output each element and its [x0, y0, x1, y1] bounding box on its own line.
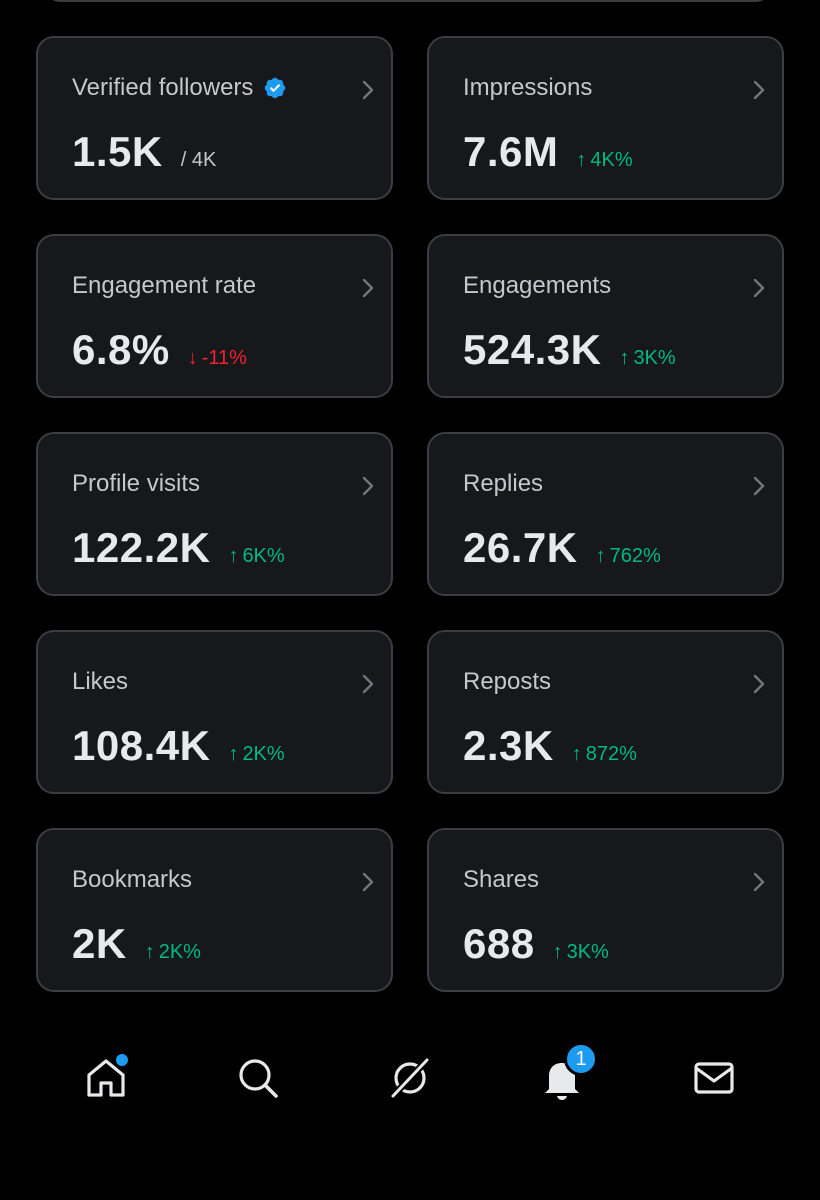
- home-icon: [87, 1059, 125, 1097]
- mail-icon: [694, 1062, 734, 1094]
- card-label: Likes: [72, 668, 129, 695]
- delta-value: 872%: [585, 743, 637, 765]
- arrow-down-icon: ↓: [187, 347, 198, 369]
- delta-badge: ↑ 6K%: [228, 545, 284, 568]
- delta-badge: ↑ 3K%: [619, 347, 675, 370]
- card-label: Engagement rate: [72, 272, 257, 299]
- card-label: Reposts: [463, 668, 552, 695]
- card-value: 2.3K: [463, 722, 554, 769]
- arrow-up-icon: ↑: [144, 941, 155, 963]
- notification-count-badge: 1: [564, 1042, 598, 1076]
- chevron-right-icon: [753, 278, 765, 298]
- chevron-right-icon: [753, 80, 765, 100]
- delta-badge: ↓ -11%: [188, 347, 247, 370]
- card-value: 7.6M: [463, 128, 559, 175]
- analytics-grid: Verified followers 1.5K / 4K Impressions…: [36, 36, 784, 992]
- chevron-right-icon: [362, 872, 374, 892]
- nav-notifications[interactable]: 1: [532, 1042, 598, 1108]
- card-label: Engagements: [463, 272, 612, 299]
- nav-grok[interactable]: [380, 1048, 440, 1108]
- card-likes[interactable]: Likes 108.4K ↑ 2K%: [36, 630, 393, 794]
- arrow-up-icon: ↑: [619, 347, 630, 369]
- chevron-right-icon: [753, 476, 765, 496]
- card-label: Shares: [463, 866, 540, 893]
- card-replies[interactable]: Replies 26.7K ↑ 762%: [427, 432, 784, 596]
- card-profile-visits[interactable]: Profile visits 122.2K ↑ 6K%: [36, 432, 393, 596]
- delta-value: 3K%: [566, 941, 609, 963]
- card-label: Profile visits: [72, 470, 201, 497]
- chevron-right-icon: [362, 674, 374, 694]
- delta-value: -11%: [201, 347, 247, 369]
- chevron-right-icon: [753, 674, 765, 694]
- delta-value: 4K%: [590, 149, 633, 171]
- card-value: 2K: [72, 920, 127, 967]
- verified-badge-icon: [265, 77, 286, 99]
- card-label: Bookmarks: [72, 866, 193, 893]
- nav-home[interactable]: [76, 1048, 136, 1108]
- card-shares[interactable]: Shares 688 ↑ 3K%: [427, 828, 784, 992]
- card-value: 688: [463, 920, 535, 967]
- card-bookmarks[interactable]: Bookmarks 2K ↑ 2K%: [36, 828, 393, 992]
- delta-badge: ↑ 762%: [596, 545, 661, 568]
- arrow-up-icon: ↑: [228, 743, 239, 765]
- delta-value: 2K%: [242, 743, 285, 765]
- chevron-right-icon: [362, 80, 374, 100]
- card-verified-followers[interactable]: Verified followers 1.5K / 4K: [36, 36, 393, 200]
- arrow-up-icon: ↑: [595, 545, 606, 567]
- card-value: 122.2K: [72, 524, 211, 571]
- delta-badge: ↑ 4K%: [576, 149, 632, 172]
- chevron-right-icon: [362, 278, 374, 298]
- nav-messages[interactable]: [684, 1048, 744, 1108]
- card-total: / 4K: [180, 149, 217, 171]
- arrow-up-icon: ↑: [571, 743, 582, 765]
- card-reposts[interactable]: Reposts 2.3K ↑ 872%: [427, 630, 784, 794]
- new-content-dot: [116, 1054, 128, 1066]
- arrow-up-icon: ↑: [552, 941, 563, 963]
- top-card-edge: [46, 0, 770, 2]
- grok-icon: [387, 1054, 433, 1102]
- card-impressions[interactable]: Impressions 7.6M ↑ 4K%: [427, 36, 784, 200]
- delta-value: 3K%: [633, 347, 676, 369]
- arrow-up-icon: ↑: [228, 545, 239, 567]
- card-value: 1.5K: [72, 128, 163, 175]
- delta-value: 6K%: [242, 545, 285, 567]
- search-icon: [239, 1059, 278, 1098]
- card-label: Impressions: [463, 74, 593, 101]
- delta-badge: ↑ 2K%: [228, 743, 284, 766]
- card-value: 6.8%: [72, 326, 170, 373]
- chevron-right-icon: [362, 476, 374, 496]
- card-engagement-rate[interactable]: Engagement rate 6.8% ↓ -11%: [36, 234, 393, 398]
- delta-badge: ↑ 872%: [572, 743, 637, 766]
- nav-search[interactable]: [228, 1048, 288, 1108]
- card-value: 524.3K: [463, 326, 602, 373]
- delta-value: 2K%: [158, 941, 201, 963]
- card-value: 26.7K: [463, 524, 578, 571]
- card-engagements[interactable]: Engagements 524.3K ↑ 3K%: [427, 234, 784, 398]
- chevron-right-icon: [753, 872, 765, 892]
- delta-value: 762%: [609, 545, 661, 567]
- delta-badge: ↑ 2K%: [145, 941, 201, 964]
- card-label: Verified followers: [72, 74, 254, 101]
- arrow-up-icon: ↑: [576, 149, 587, 171]
- delta-badge: ↑ 3K%: [553, 941, 609, 964]
- card-label: Replies: [463, 470, 544, 497]
- card-value: 108.4K: [72, 722, 211, 769]
- bottom-nav: 1: [0, 1030, 820, 1126]
